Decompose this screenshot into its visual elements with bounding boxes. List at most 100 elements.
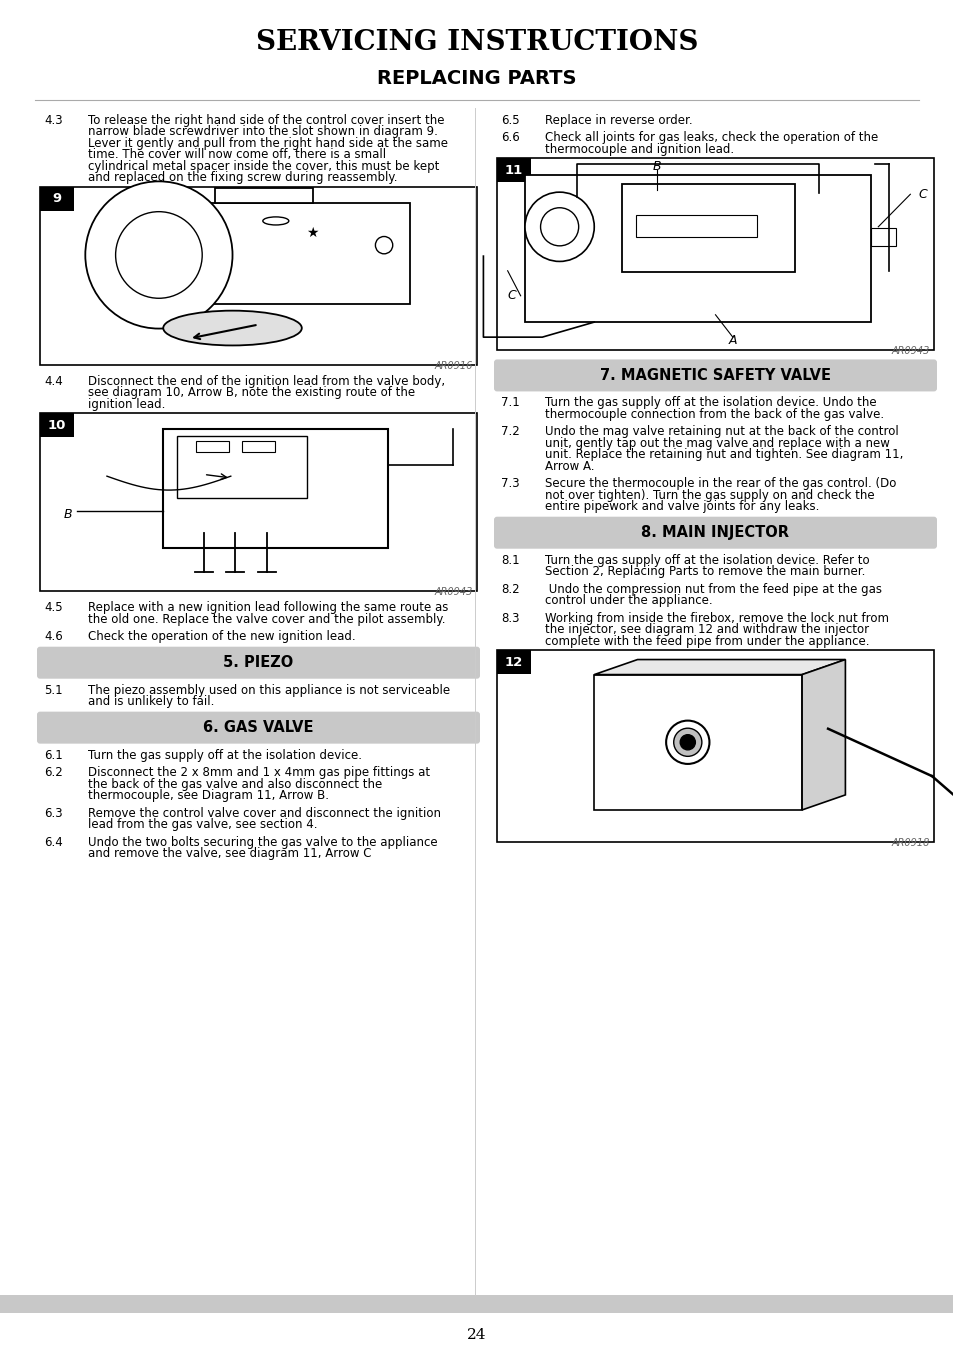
Text: unit, gently tap out the mag valve and replace with a new: unit, gently tap out the mag valve and r… xyxy=(544,436,889,450)
Text: narrow blade screwdriver into the slot shown in diagram 9.: narrow blade screwdriver into the slot s… xyxy=(88,126,437,138)
Bar xyxy=(621,184,795,273)
Text: 7.3: 7.3 xyxy=(500,477,519,490)
Text: The piezo assembly used on this appliance is not serviceable: The piezo assembly used on this applianc… xyxy=(88,684,450,697)
Text: Turn the gas supply off at the isolation device. Refer to: Turn the gas supply off at the isolation… xyxy=(544,554,869,566)
Text: 4.6: 4.6 xyxy=(44,630,63,643)
Ellipse shape xyxy=(163,311,301,346)
Bar xyxy=(497,650,531,674)
Text: ★: ★ xyxy=(306,226,318,240)
Text: B: B xyxy=(652,159,660,173)
Bar xyxy=(0,1296,953,1313)
Text: 6. GAS VALVE: 6. GAS VALVE xyxy=(203,720,314,735)
Text: see diagram 10, Arrow B, note the existing route of the: see diagram 10, Arrow B, note the existi… xyxy=(88,386,415,400)
Text: 6.6: 6.6 xyxy=(500,131,519,145)
Polygon shape xyxy=(801,659,844,811)
Text: 12: 12 xyxy=(504,655,522,669)
Text: 4.3: 4.3 xyxy=(44,113,63,127)
Text: Section 2, Replacing Parts to remove the main burner.: Section 2, Replacing Parts to remove the… xyxy=(544,565,864,578)
Text: 6.2: 6.2 xyxy=(44,766,63,780)
Bar xyxy=(242,442,274,453)
Text: Turn the gas supply off at the isolation device. Undo the: Turn the gas supply off at the isolation… xyxy=(544,396,876,409)
Text: the back of the gas valve and also disconnect the: the back of the gas valve and also disco… xyxy=(88,778,382,790)
Text: Undo the compression nut from the feed pipe at the gas: Undo the compression nut from the feed p… xyxy=(544,582,882,596)
Text: To release the right hand side of the control cover insert the: To release the right hand side of the co… xyxy=(88,113,444,127)
Circle shape xyxy=(673,728,701,757)
Text: 7.2: 7.2 xyxy=(500,426,519,438)
Text: Working from inside the firebox, remove the lock nut from: Working from inside the firebox, remove … xyxy=(544,612,888,624)
Text: not over tighten). Turn the gas supply on and check the: not over tighten). Turn the gas supply o… xyxy=(544,489,874,501)
Text: 10: 10 xyxy=(48,419,66,432)
Text: Replace with a new ignition lead following the same route as: Replace with a new ignition lead followi… xyxy=(88,601,448,615)
Circle shape xyxy=(115,212,202,299)
Text: Disconnect the 2 x 8mm and 1 x 4mm gas pipe fittings at: Disconnect the 2 x 8mm and 1 x 4mm gas p… xyxy=(88,766,430,780)
Text: 5. PIEZO: 5. PIEZO xyxy=(223,655,294,670)
Circle shape xyxy=(679,735,695,750)
Polygon shape xyxy=(594,659,844,674)
Text: Arrow A.: Arrow A. xyxy=(544,459,594,473)
Text: Secure the thermocouple in the rear of the gas control. (Do: Secure the thermocouple in the rear of t… xyxy=(544,477,896,490)
Text: 6.5: 6.5 xyxy=(500,113,519,127)
Circle shape xyxy=(665,720,709,763)
Text: entire pipework and valve joints for any leaks.: entire pipework and valve joints for any… xyxy=(544,500,819,513)
Text: 6.3: 6.3 xyxy=(44,807,63,820)
Text: and is unlikely to fail.: and is unlikely to fail. xyxy=(88,696,214,708)
Bar xyxy=(497,158,531,182)
Text: Replace in reverse order.: Replace in reverse order. xyxy=(544,113,692,127)
Text: the injector, see diagram 12 and withdraw the injector: the injector, see diagram 12 and withdra… xyxy=(544,623,868,636)
Text: control under the appliance.: control under the appliance. xyxy=(544,594,712,607)
Circle shape xyxy=(85,181,233,328)
Text: Lever it gently and pull from the right hand side at the same: Lever it gently and pull from the right … xyxy=(88,136,448,150)
Text: complete with the feed pipe from under the appliance.: complete with the feed pipe from under t… xyxy=(544,635,868,647)
Text: Turn the gas supply off at the isolation device.: Turn the gas supply off at the isolation… xyxy=(88,748,361,762)
Text: 4.4: 4.4 xyxy=(44,374,63,388)
Text: thermocouple connection from the back of the gas valve.: thermocouple connection from the back of… xyxy=(544,408,883,422)
Circle shape xyxy=(524,192,594,262)
Text: the old one. Replace the valve cover and the pilot assembly.: the old one. Replace the valve cover and… xyxy=(88,613,445,626)
Text: A: A xyxy=(728,335,737,347)
Text: time. The cover will now come off, there is a small: time. The cover will now come off, there… xyxy=(88,149,386,161)
Bar xyxy=(635,215,757,236)
Text: ignition lead.: ignition lead. xyxy=(88,397,165,411)
Circle shape xyxy=(375,236,393,254)
Text: 9: 9 xyxy=(52,192,62,205)
Text: 24: 24 xyxy=(467,1328,486,1342)
FancyBboxPatch shape xyxy=(37,712,479,743)
Bar xyxy=(176,436,307,497)
FancyBboxPatch shape xyxy=(37,647,479,678)
Text: thermocouple, see Diagram 11, Arrow B.: thermocouple, see Diagram 11, Arrow B. xyxy=(88,789,329,802)
Text: 4.5: 4.5 xyxy=(44,601,63,615)
Text: SERVICING INSTRUCTIONS: SERVICING INSTRUCTIONS xyxy=(255,28,698,55)
Bar xyxy=(40,413,74,438)
Text: unit. Replace the retaining nut and tighten. See diagram 11,: unit. Replace the retaining nut and tigh… xyxy=(544,449,902,461)
Bar xyxy=(163,430,388,547)
Text: Check all joints for gas leaks, check the operation of the: Check all joints for gas leaks, check th… xyxy=(544,131,878,145)
Text: Check the operation of the new ignition lead.: Check the operation of the new ignition … xyxy=(88,630,355,643)
Text: 11: 11 xyxy=(504,163,522,177)
Text: AR0918: AR0918 xyxy=(891,838,929,848)
Text: Undo the mag valve retaining nut at the back of the control: Undo the mag valve retaining nut at the … xyxy=(544,426,898,438)
Text: Remove the control valve cover and disconnect the ignition: Remove the control valve cover and disco… xyxy=(88,807,440,820)
Bar xyxy=(215,188,313,203)
Text: 7.1: 7.1 xyxy=(500,396,519,409)
Text: C: C xyxy=(507,289,516,303)
Text: REPLACING PARTS: REPLACING PARTS xyxy=(376,69,577,88)
Bar xyxy=(870,228,895,246)
FancyBboxPatch shape xyxy=(494,359,936,392)
Bar xyxy=(193,203,410,304)
Text: 5.1: 5.1 xyxy=(44,684,63,697)
Text: AR0943: AR0943 xyxy=(435,588,473,597)
Text: Disconnect the end of the ignition lead from the valve body,: Disconnect the end of the ignition lead … xyxy=(88,374,445,388)
Text: 8.3: 8.3 xyxy=(500,612,519,624)
Text: C: C xyxy=(918,188,926,201)
Text: lead from the gas valve, see section 4.: lead from the gas valve, see section 4. xyxy=(88,817,317,831)
Text: cylindrical metal spacer inside the cover, this must be kept: cylindrical metal spacer inside the cove… xyxy=(88,159,439,173)
Text: and remove the valve, see diagram 11, Arrow C: and remove the valve, see diagram 11, Ar… xyxy=(88,847,371,861)
Text: AR0943: AR0943 xyxy=(891,346,929,357)
Bar xyxy=(594,674,801,811)
Text: 7. MAGNETIC SAFETY VALVE: 7. MAGNETIC SAFETY VALVE xyxy=(599,367,830,382)
Bar xyxy=(40,186,476,365)
Circle shape xyxy=(540,208,578,246)
Text: Undo the two bolts securing the gas valve to the appliance: Undo the two bolts securing the gas valv… xyxy=(88,835,437,848)
Text: 8.1: 8.1 xyxy=(500,554,519,566)
Text: 6.1: 6.1 xyxy=(44,748,63,762)
